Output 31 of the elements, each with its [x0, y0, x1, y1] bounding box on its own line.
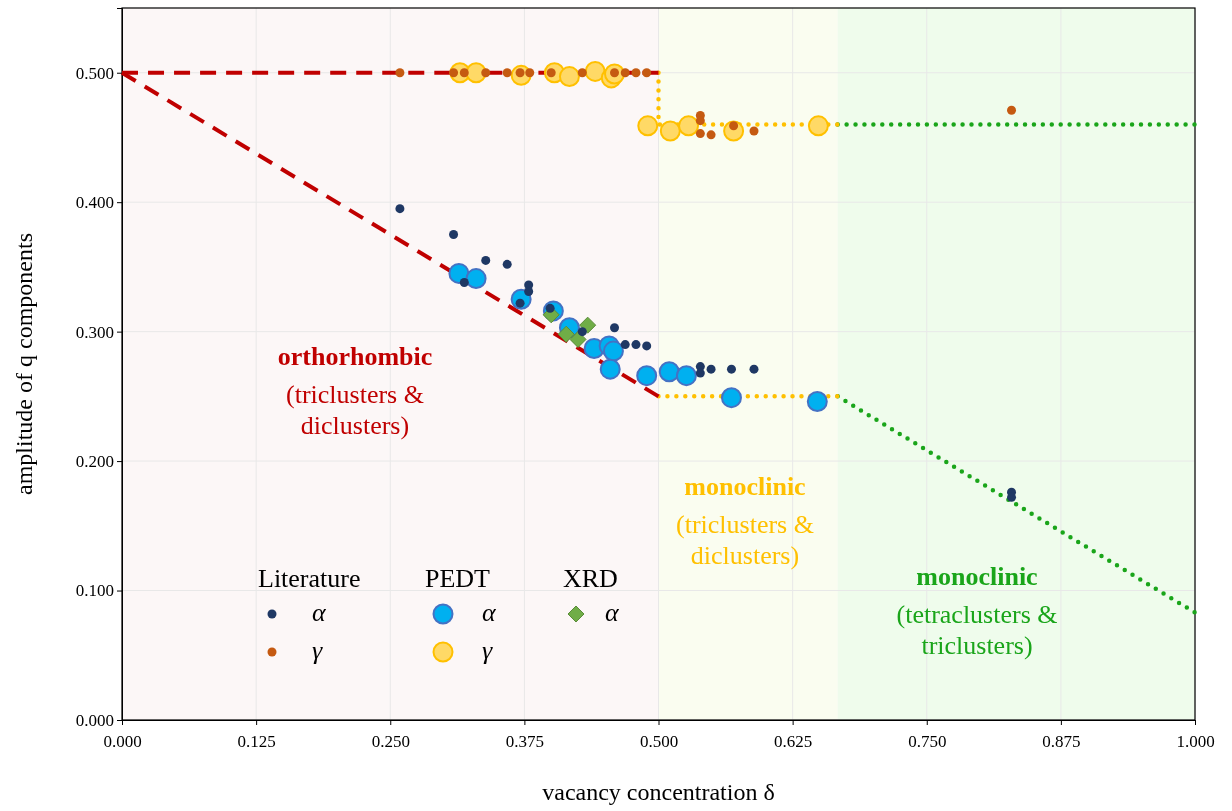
x-tick-label: 0.500 — [639, 731, 679, 751]
y-tick-label: 0.200 — [75, 452, 114, 472]
x-tick-label: 0.750 — [908, 731, 947, 751]
x-tick-label: 0.375 — [505, 731, 544, 751]
annotation: (triclusters & diclusters) — [676, 510, 814, 571]
annotation: PEDT — [425, 564, 491, 593]
y-tick-label: 0.400 — [75, 193, 114, 213]
x-tick-label: 0.125 — [237, 731, 276, 751]
annotation: orthorhombic — [277, 342, 433, 371]
x-tick-label: 1.000 — [1176, 731, 1215, 751]
x-axis-title: vacancy concentration δ — [542, 779, 775, 805]
annotation: Literature — [258, 564, 361, 593]
y-tick-label: 0.500 — [75, 63, 114, 83]
annotation: (triclusters & diclusters) — [286, 380, 424, 441]
legend-label: α — [312, 598, 327, 627]
legend-label: α — [482, 598, 497, 627]
annotation: monoclinic — [916, 562, 1038, 591]
y-tick-label: 0.300 — [75, 322, 114, 342]
y-tick-label: 0.100 — [75, 581, 114, 601]
annotation: monoclinic — [684, 472, 806, 501]
y-axis-title: amplitude of q components — [11, 233, 37, 495]
annotation: XRD — [563, 564, 618, 593]
legend-label: α — [605, 598, 620, 627]
x-tick-label: 0.875 — [1042, 731, 1081, 751]
x-tick-label: 0.250 — [371, 731, 410, 751]
x-tick-label: 0.000 — [103, 731, 142, 751]
x-tick-label: 0.625 — [774, 731, 813, 751]
legend-label: γ — [482, 636, 493, 665]
y-tick-label: 0.000 — [75, 710, 114, 730]
legend-label: γ — [312, 636, 323, 665]
annotation: (tetraclusters & triclusters) — [896, 600, 1058, 661]
